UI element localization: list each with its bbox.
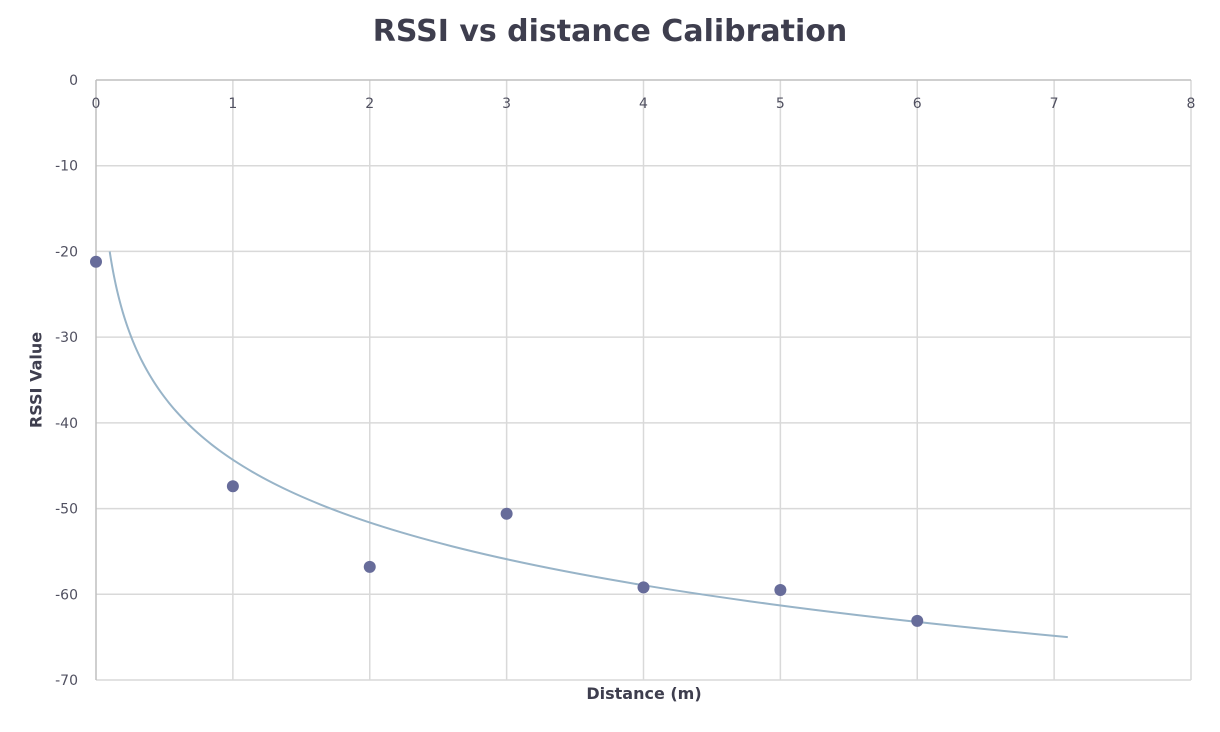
y-tick-label: -20 bbox=[55, 244, 78, 260]
data-point bbox=[774, 584, 787, 596]
data-point bbox=[637, 581, 650, 594]
gridlines bbox=[96, 80, 1192, 681]
x-tick-label: 1 bbox=[228, 96, 237, 112]
y-tick-labels: 0 -10 -20 -30 -40 -50 -60 -70 bbox=[55, 73, 78, 689]
x-tick-label: 5 bbox=[776, 96, 785, 112]
axes bbox=[95, 79, 1191, 680]
y-tick-label: -30 bbox=[55, 330, 78, 346]
x-tick-label: 3 bbox=[502, 96, 511, 112]
y-tick-label: -10 bbox=[55, 159, 78, 175]
data-point bbox=[226, 480, 239, 493]
x-tick-label: 6 bbox=[913, 96, 922, 112]
x-tick-label: 8 bbox=[1187, 96, 1196, 112]
x-tick-label: 2 bbox=[365, 96, 374, 112]
data-points bbox=[90, 255, 924, 627]
data-point bbox=[500, 507, 513, 520]
x-tick-labels: 0 1 2 3 4 5 6 7 8 bbox=[92, 96, 1196, 112]
trendline-layer bbox=[108, 251, 1068, 639]
y-tick-label: -70 bbox=[55, 673, 78, 689]
x-tick-label: 0 bbox=[92, 96, 101, 112]
x-tick-label: 7 bbox=[1050, 96, 1059, 112]
x-tick-label: 4 bbox=[639, 96, 648, 112]
data-point bbox=[90, 255, 102, 268]
y-tick-label: 0 bbox=[69, 73, 78, 89]
data-point bbox=[911, 614, 924, 627]
data-point bbox=[363, 560, 376, 573]
x-axis-title: Distance (m) bbox=[586, 684, 702, 703]
chart-title: RSSI vs distance Calibration bbox=[372, 14, 848, 49]
y-axis-title: RSSI Value bbox=[26, 331, 46, 429]
trendline bbox=[108, 251, 1068, 639]
y-tick-label: -50 bbox=[55, 502, 78, 518]
y-tick-label: -40 bbox=[55, 416, 78, 432]
y-tick-label: -60 bbox=[55, 587, 78, 603]
